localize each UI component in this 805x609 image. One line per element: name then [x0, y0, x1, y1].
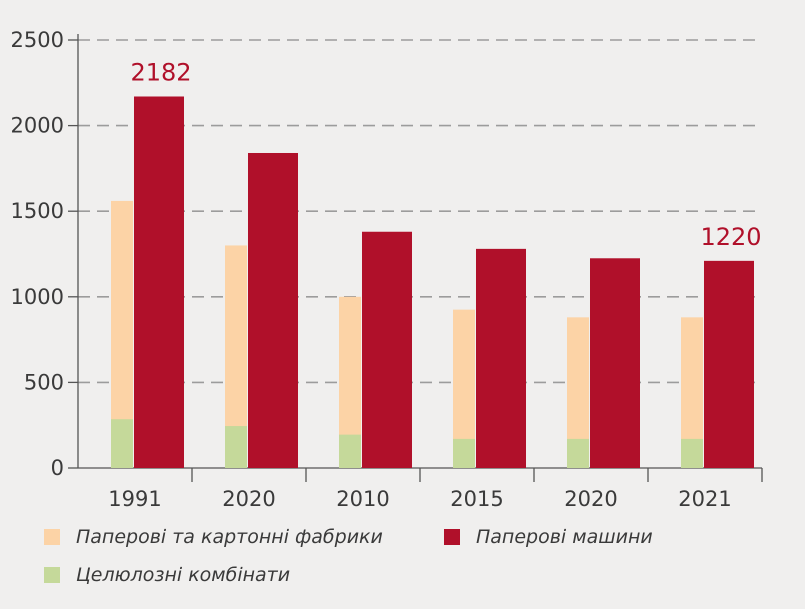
legend-label-paper-mills: Паперові та картонні фабрики — [76, 526, 383, 548]
data-label: 1220 — [700, 223, 761, 251]
bar-pulp-mills — [567, 438, 589, 468]
bar-paper-mills — [453, 309, 475, 468]
x-category-label: 2015 — [450, 487, 503, 511]
x-category-label: 2021 — [678, 487, 731, 511]
data-label: 2182 — [130, 58, 191, 86]
bar-paper-mills — [339, 296, 361, 468]
bar-paper-machines — [704, 260, 754, 468]
y-tick-label: 0 — [51, 456, 64, 480]
y-tick-label: 500 — [24, 370, 64, 394]
bar-paper-mills — [567, 317, 589, 468]
bar-pulp-mills — [339, 434, 361, 468]
legend-label-paper-machines: Паперові машини — [476, 526, 653, 548]
bar-paper-mills — [681, 317, 703, 468]
bar-paper-machines — [590, 258, 640, 468]
bar-pulp-mills — [225, 426, 247, 468]
legend-swatch-pulp-mills — [44, 567, 60, 583]
bar-pulp-mills — [681, 438, 703, 468]
y-tick-label: 1500 — [11, 199, 64, 223]
y-tick-label: 1000 — [11, 285, 64, 309]
y-tick-label: 2000 — [11, 114, 64, 138]
bar-paper-machines — [362, 231, 412, 468]
legend-swatch-paper-mills — [44, 529, 60, 545]
legend-item-paper-machines: Паперові машини — [444, 526, 653, 548]
x-category-label: 2020 — [564, 487, 617, 511]
bar-pulp-mills — [453, 438, 475, 468]
x-category-label: 1991 — [108, 487, 161, 511]
bar-paper-mills — [111, 200, 133, 469]
x-category-label: 2010 — [336, 487, 389, 511]
legend-swatch-paper-machines — [444, 529, 460, 545]
legend-item-paper-mills: Паперові та картонні фабрики — [44, 526, 383, 548]
bar-paper-machines — [476, 248, 526, 468]
x-category-label: 2020 — [222, 487, 275, 511]
y-tick-label: 2500 — [11, 28, 64, 52]
bar-paper-machines — [134, 96, 184, 468]
legend-item-pulp-mills: Целюлозні комбінати — [44, 564, 290, 586]
legend-label-pulp-mills: Целюлозні комбінати — [76, 564, 291, 586]
bar-paper-machines — [248, 152, 298, 468]
bar-paper-mills — [225, 245, 247, 468]
bar-pulp-mills — [111, 419, 133, 468]
